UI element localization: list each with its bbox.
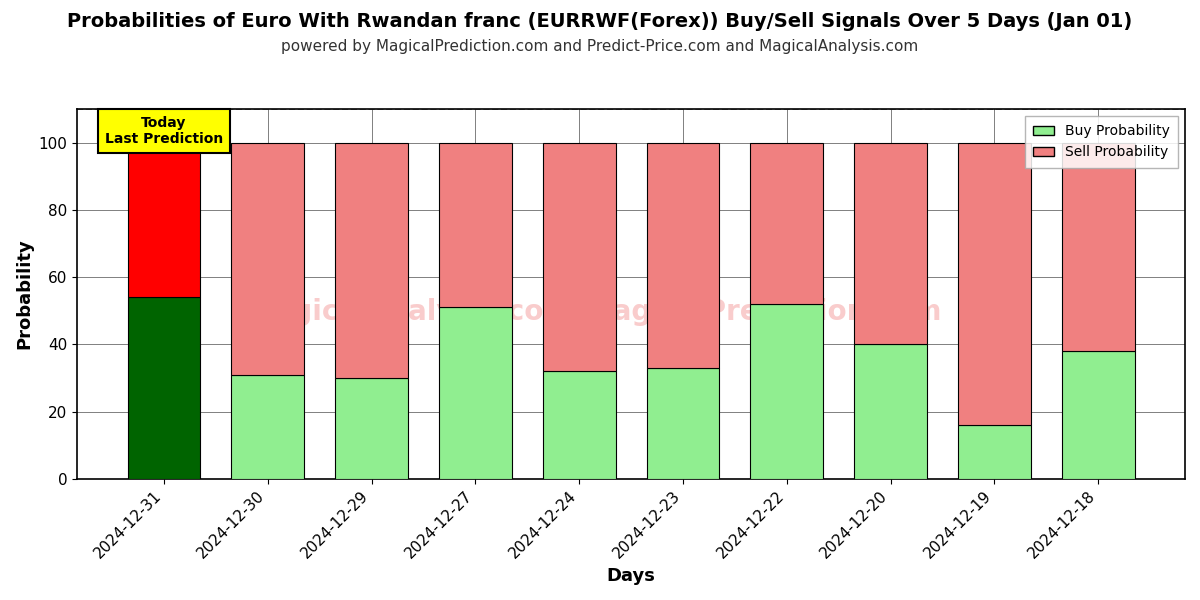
Bar (854, 344, 926, 479)
Bar (1062, 143, 1135, 351)
Bar (1062, 351, 1135, 479)
Text: Probabilities of Euro With Rwandan franc (EURRWF(Forex)) Buy/Sell Signals Over 5: Probabilities of Euro With Rwandan franc… (67, 12, 1133, 31)
Bar (750, 143, 823, 304)
Bar (335, 143, 408, 378)
Bar (127, 297, 200, 479)
Bar (647, 143, 719, 368)
Legend: Buy Probability, Sell Probability: Buy Probability, Sell Probability (1025, 116, 1178, 167)
Bar (958, 143, 1031, 425)
Bar (647, 368, 719, 479)
Text: MagicalAnalysis.com: MagicalAnalysis.com (246, 298, 572, 326)
Bar (232, 374, 304, 479)
Text: MagicalPrediction.com: MagicalPrediction.com (586, 298, 942, 326)
Text: powered by MagicalPrediction.com and Predict-Price.com and MagicalAnalysis.com: powered by MagicalPrediction.com and Pre… (281, 39, 919, 54)
Bar (127, 143, 200, 297)
Bar (335, 378, 408, 479)
Text: Today
Last Prediction: Today Last Prediction (104, 116, 223, 146)
Bar (439, 143, 511, 307)
Bar (958, 425, 1031, 479)
Bar (542, 143, 616, 371)
X-axis label: Days: Days (607, 567, 655, 585)
Bar (439, 307, 511, 479)
Y-axis label: Probability: Probability (14, 239, 32, 349)
Bar (542, 371, 616, 479)
Bar (232, 143, 304, 374)
Bar (854, 143, 926, 344)
Bar (750, 304, 823, 479)
